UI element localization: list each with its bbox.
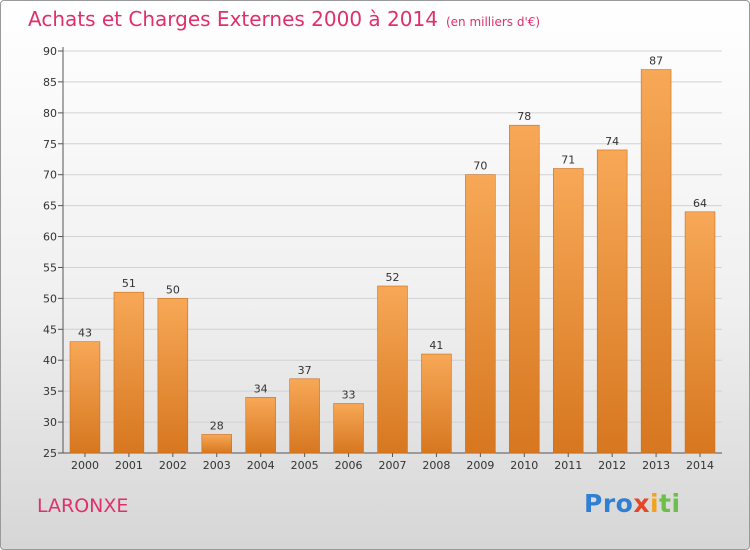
y-tick-label: 35 — [43, 385, 57, 398]
y-tick-label: 85 — [43, 76, 57, 89]
x-tick-label-2009: 2009 — [466, 459, 494, 472]
value-label-2005: 37 — [298, 364, 312, 377]
x-tick-label-2005: 2005 — [291, 459, 319, 472]
value-labels: 43 51 50 28 34 37 33 52 41 70 78 71 74 87 64 — [78, 55, 707, 433]
bar-2009 — [465, 174, 496, 454]
bars — [69, 69, 716, 454]
chart-title-text: Achats et Charges Externes 2000 à 2014 — [28, 7, 438, 31]
bar-2002 — [157, 298, 189, 454]
x-tick-label-2008: 2008 — [422, 459, 450, 472]
y-tick-label: 75 — [43, 138, 57, 151]
bar-2001 — [113, 291, 145, 454]
value-label-2011: 71 — [561, 154, 575, 167]
place-name: LARONXE — [37, 495, 129, 517]
y-tick-label: 60 — [43, 231, 57, 244]
bar-2008 — [421, 353, 452, 454]
axes: 25 30 35 40 45 50 55 60 65 70 75 80 85 90 2000 2001 2002… — [43, 45, 722, 472]
bar-2005 — [289, 378, 320, 454]
chart-subtitle: (en milliers d'€) — [445, 15, 541, 29]
logo-part-1: Pro — [584, 489, 634, 518]
y-tick-label: 45 — [43, 323, 57, 336]
value-label-2014: 64 — [693, 197, 707, 210]
value-label-2002: 50 — [166, 283, 180, 296]
value-label-2003: 28 — [210, 419, 224, 432]
x-tick-label-2006: 2006 — [335, 459, 363, 472]
chart-title: Achats et Charges Externes 2000 à 2014 (e… — [28, 7, 540, 31]
x-tick-label-2001: 2001 — [115, 459, 143, 472]
bar-2011 — [552, 168, 584, 454]
proxiti-logo: Proxiti — [584, 489, 681, 518]
bar-2003 — [201, 434, 233, 454]
bar-2004 — [245, 397, 276, 454]
bar-2007 — [377, 285, 408, 454]
value-label-2004: 34 — [254, 382, 268, 395]
value-label-2009: 70 — [473, 160, 487, 173]
y-tick-label: 25 — [43, 447, 57, 460]
value-label-2007: 52 — [386, 271, 400, 284]
bar-2012 — [596, 149, 628, 454]
logo-part-2: x — [633, 489, 650, 518]
bar-2013 — [640, 69, 672, 454]
value-label-2010: 78 — [517, 110, 531, 123]
value-label-2012: 74 — [605, 135, 619, 148]
value-label-2000: 43 — [78, 327, 92, 340]
x-tick-label-2011: 2011 — [554, 459, 582, 472]
y-tick-label: 90 — [43, 45, 57, 58]
y-tick-label: 65 — [43, 200, 57, 213]
x-tick-label-2003: 2003 — [203, 459, 231, 472]
x-tick-label-2007: 2007 — [379, 459, 407, 472]
logo-part-3: i — [649, 489, 660, 518]
y-tick-label: 55 — [43, 261, 57, 274]
value-label-2006: 33 — [342, 389, 356, 402]
bar-2010 — [509, 124, 540, 454]
logo-part-4: ti — [659, 489, 681, 518]
x-tick-label-2000: 2000 — [71, 459, 99, 472]
x-tick-label-2010: 2010 — [510, 459, 538, 472]
y-tick-label: 70 — [43, 169, 57, 182]
value-label-2013: 87 — [649, 55, 663, 68]
y-tick-label: 50 — [43, 292, 57, 305]
bar-2014 — [684, 211, 716, 454]
x-tick-label-2004: 2004 — [247, 459, 275, 472]
bar-2006 — [333, 403, 364, 454]
y-tick-label: 30 — [43, 416, 57, 429]
x-tick-label-2002: 2002 — [159, 459, 187, 472]
x-tick-label-2012: 2012 — [598, 459, 626, 472]
x-tick-label-2014: 2014 — [686, 459, 714, 472]
x-tick-label-2013: 2013 — [642, 459, 670, 472]
value-label-2008: 41 — [429, 339, 443, 352]
value-label-2001: 51 — [122, 277, 136, 290]
y-tick-label: 40 — [43, 354, 57, 367]
y-tick-label: 80 — [43, 107, 57, 120]
bar-2000 — [69, 341, 101, 454]
